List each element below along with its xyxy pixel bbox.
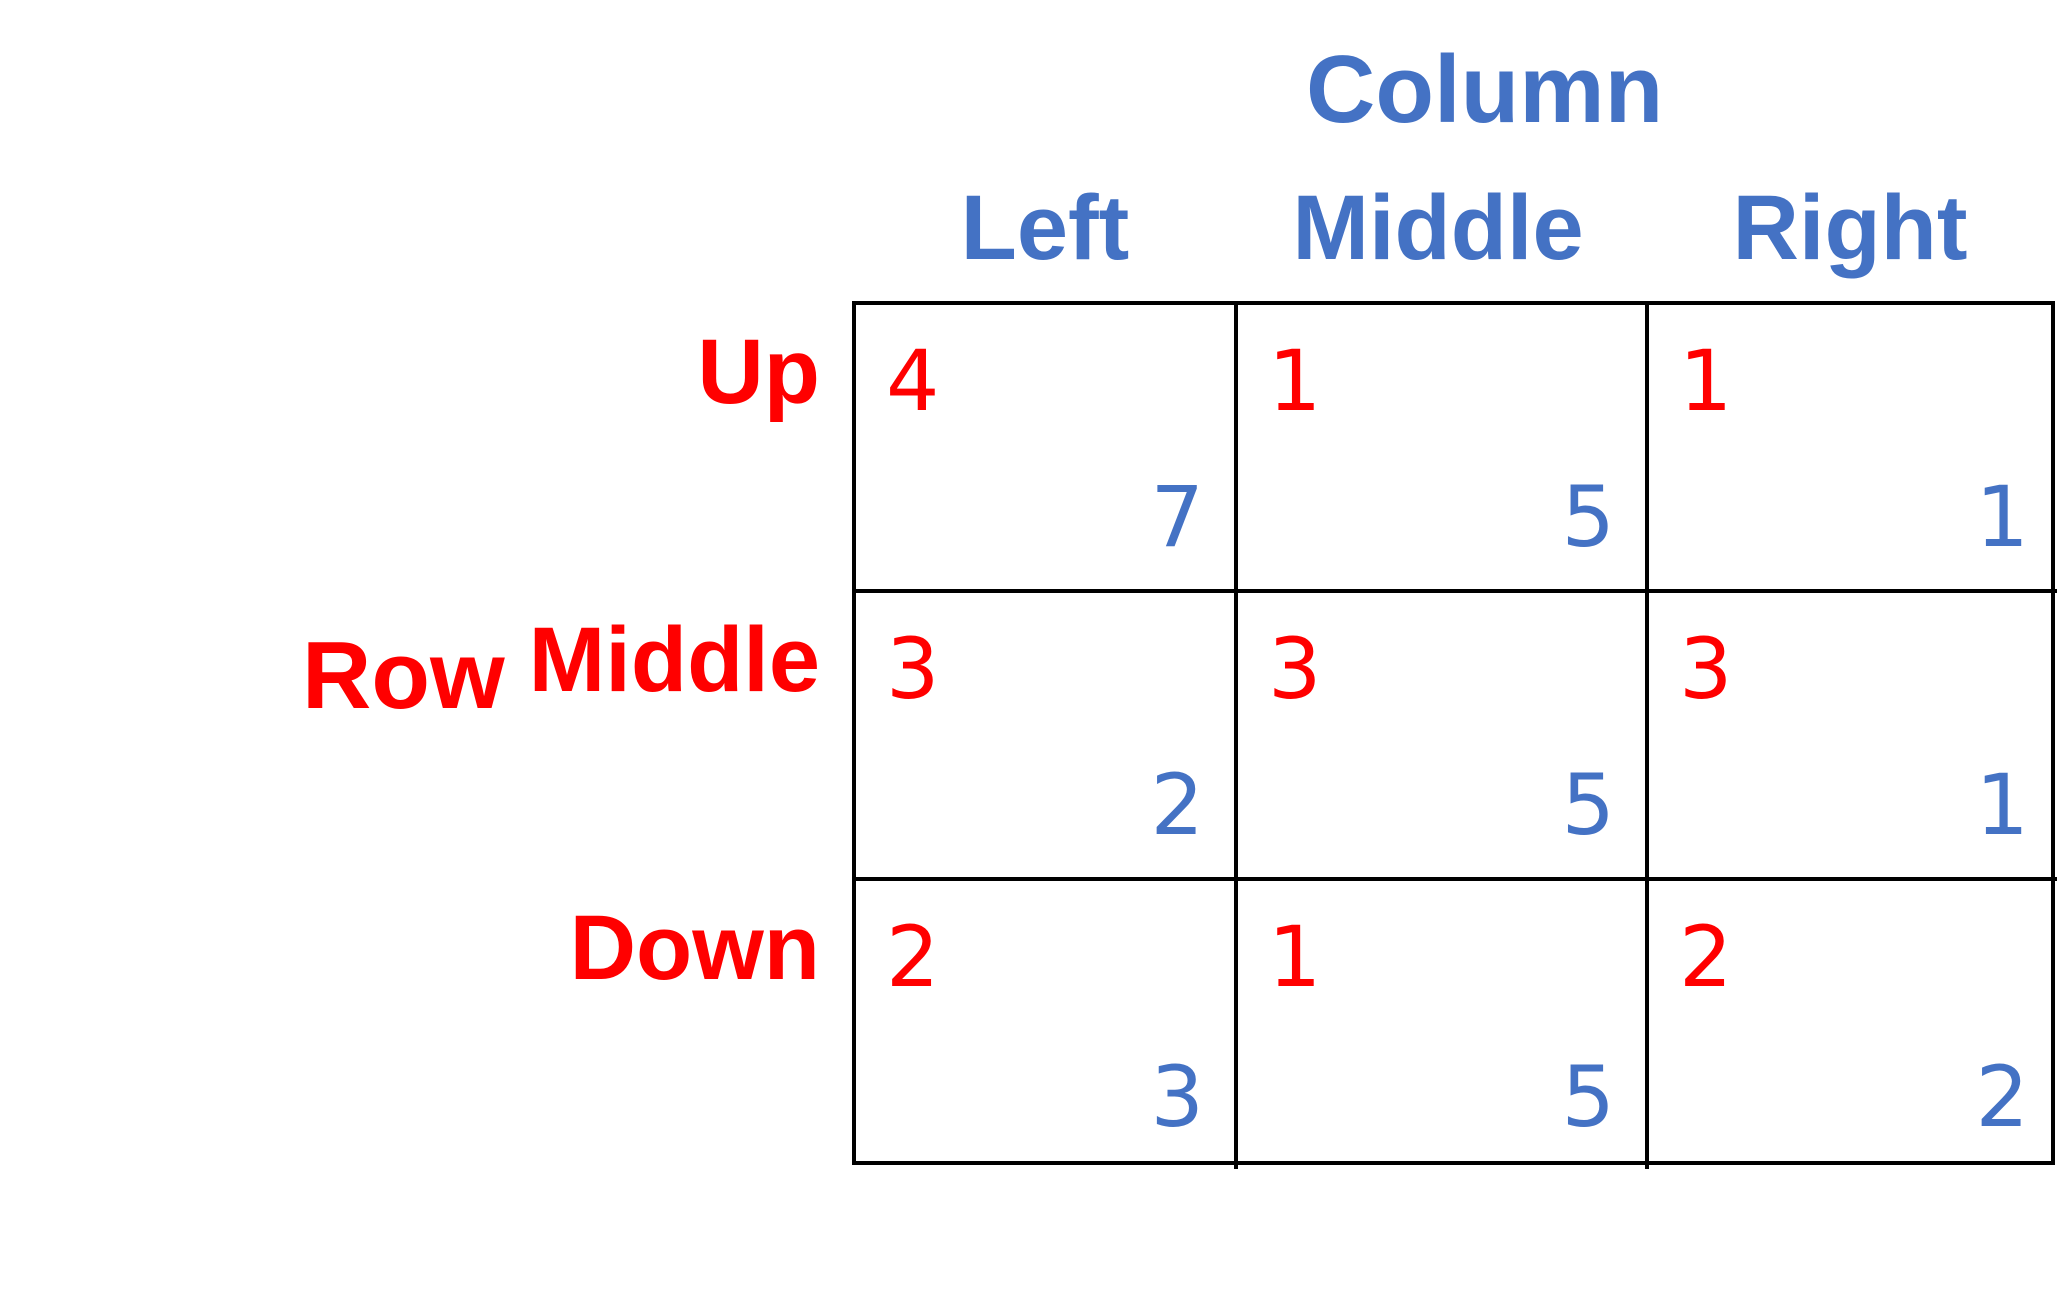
payoff-cell-middle-right: 3 1 <box>1649 593 2057 881</box>
row-payoff: 3 <box>1679 620 1733 718</box>
payoff-cell-up-right: 1 1 <box>1649 305 2057 593</box>
row-payoff: 3 <box>1268 620 1322 718</box>
payoff-cell-middle-middle: 3 5 <box>1238 593 1649 881</box>
row-strategy-down: Down <box>569 897 820 999</box>
row-payoff: 4 <box>886 332 940 430</box>
column-player-label: Column <box>1306 36 1664 143</box>
row-payoff: 1 <box>1268 908 1322 1006</box>
row-payoff: 3 <box>886 620 940 718</box>
payoff-cell-middle-left: 3 2 <box>856 593 1238 881</box>
payoff-cell-up-left: 4 7 <box>856 305 1238 593</box>
column-payoff: 1 <box>1975 468 2029 566</box>
column-strategy-right: Right <box>1732 177 1968 279</box>
column-payoff: 5 <box>1561 1048 1615 1146</box>
row-strategy-up: Up <box>697 321 820 423</box>
row-payoff: 2 <box>886 908 940 1006</box>
row-strategy-middle: Middle <box>528 609 820 711</box>
row-payoff: 1 <box>1679 332 1733 430</box>
column-payoff: 1 <box>1975 756 2029 854</box>
row-payoff: 1 <box>1268 332 1322 430</box>
column-strategy-middle: Middle <box>1292 177 1584 279</box>
column-payoff: 2 <box>1975 1048 2029 1146</box>
column-strategy-left: Left <box>960 177 1130 279</box>
column-payoff: 2 <box>1150 756 1204 854</box>
payoff-cell-up-middle: 1 5 <box>1238 305 1649 593</box>
payoff-matrix: 4 7 1 5 1 1 3 2 3 5 3 1 2 3 1 5 2 2 <box>852 301 2057 1169</box>
column-payoff: 5 <box>1561 756 1615 854</box>
column-payoff: 5 <box>1561 468 1615 566</box>
column-payoff: 3 <box>1150 1048 1204 1146</box>
row-payoff: 2 <box>1679 908 1733 1006</box>
column-payoff: 7 <box>1150 468 1204 566</box>
payoff-cell-down-middle: 1 5 <box>1238 881 1649 1169</box>
payoff-cell-down-right: 2 2 <box>1649 881 2057 1169</box>
payoff-cell-down-left: 2 3 <box>856 881 1238 1169</box>
row-player-label: Row <box>302 622 505 729</box>
